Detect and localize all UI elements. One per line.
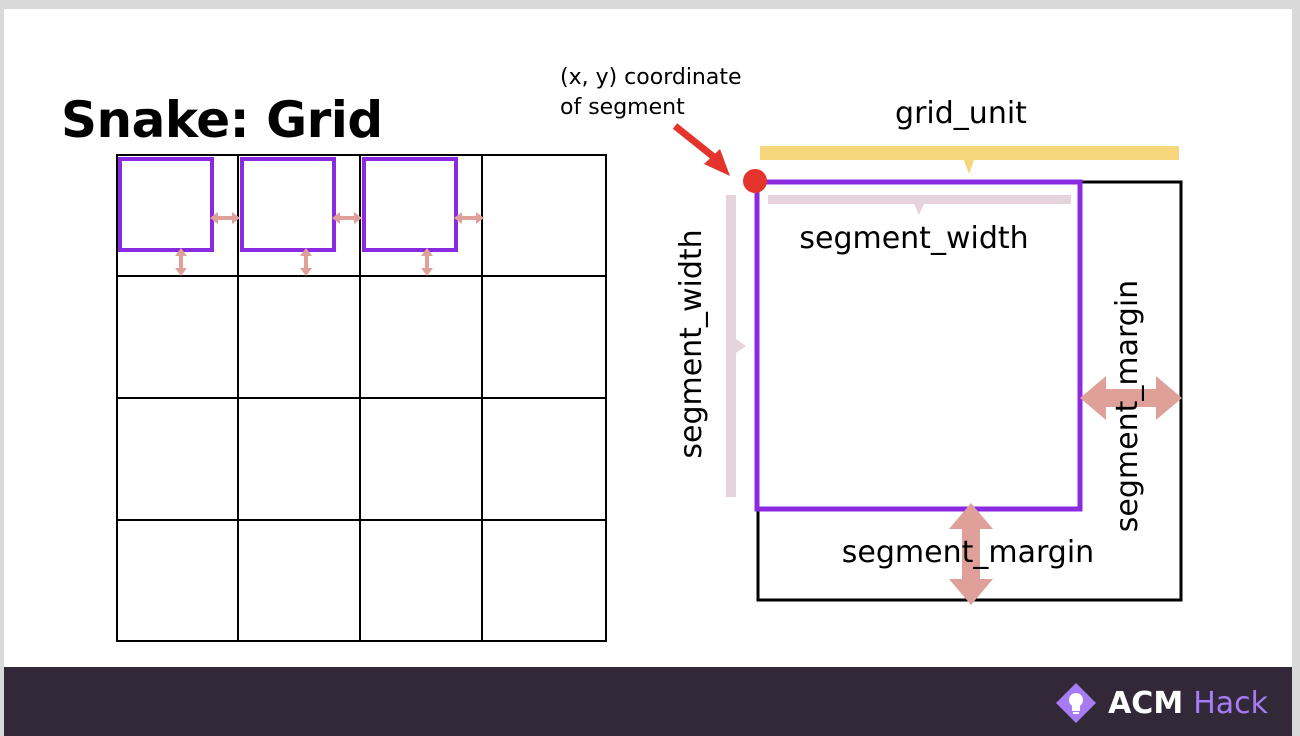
horizontal-margin-arrow [332, 212, 362, 224]
segment-margin-side-label: segment_margin [1110, 280, 1145, 532]
snake-segment [240, 157, 336, 252]
snake-segment [362, 157, 458, 252]
horizontal-margin-arrow [210, 212, 240, 224]
grid-diagram: grid_unit segment_width segment_width [116, 96, 1183, 642]
grid-unit-label: grid_unit [895, 96, 1027, 131]
annotation-line-1: (x, y) coordinate [560, 65, 742, 90]
slide: Snake: Grid (x, y) coordinate of segment [4, 9, 1292, 736]
segment-width-bar-top [768, 195, 1071, 215]
vertical-margin-arrow [175, 248, 187, 276]
slide-title: Snake: Grid [61, 91, 383, 149]
brand-logo: ACM Hack [1054, 681, 1268, 725]
footer-bar: ACM Hack [4, 667, 1292, 736]
brand-word-acm: ACM [1108, 685, 1184, 721]
grid-unit-bar [760, 146, 1179, 174]
segment-width-top-label: segment_width [799, 221, 1028, 256]
pointer-arrow [672, 123, 730, 176]
annotation-line-2: of segment [560, 95, 685, 120]
small-margin-arrows [175, 212, 484, 276]
segment-margin-bottom-label: segment_margin [842, 535, 1094, 570]
brand-word-hack: Hack [1193, 685, 1268, 721]
vertical-margin-arrow [300, 248, 312, 276]
right-margin-arrow [1080, 376, 1182, 420]
snake-segments [118, 157, 458, 252]
coordinate-annotation: (x, y) coordinate of segment [560, 63, 742, 123]
segment-square [754, 179, 1083, 512]
coordinate-dot [743, 169, 767, 193]
left-grid [116, 154, 607, 642]
vertical-margin-arrow [421, 248, 433, 276]
horizontal-margin-arrow [454, 212, 484, 224]
segment-width-bar-side [726, 195, 746, 497]
segment-width-side-label: segment_width [674, 229, 709, 458]
lightbulb-diamond-icon [1056, 683, 1097, 723]
bottom-margin-arrow [949, 503, 993, 605]
snake-segment [118, 157, 214, 252]
